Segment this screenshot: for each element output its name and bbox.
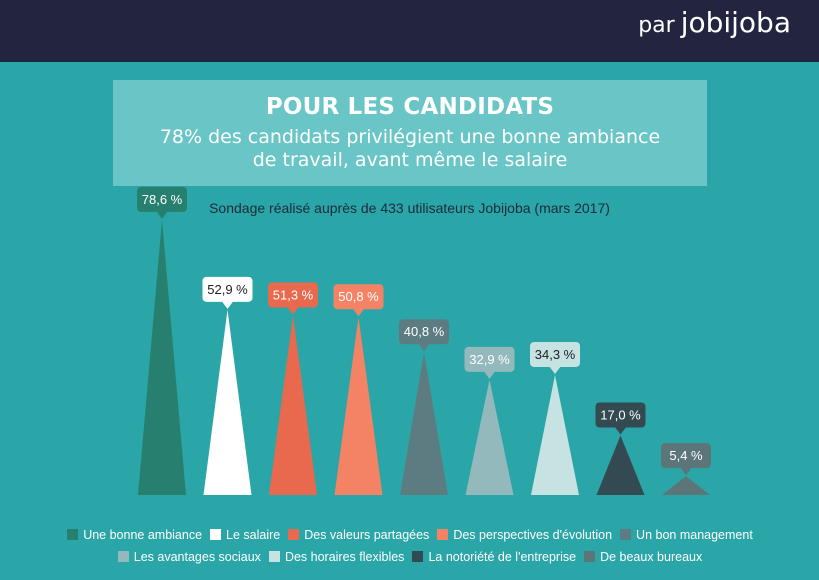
data-label: 17,0 %: [595, 402, 646, 435]
data-label: 32,9 %: [464, 346, 515, 379]
brand: par jobijoba: [638, 8, 791, 41]
chart-bar: [269, 315, 317, 495]
data-label: 34,3 %: [530, 341, 580, 374]
legend-swatch: [288, 529, 300, 540]
legend-label: Le salaire: [226, 528, 281, 542]
legend-swatch: [620, 529, 632, 540]
chart-bar: [531, 374, 579, 495]
data-label: 40,8 %: [399, 319, 449, 352]
data-label: 78,6 %: [137, 186, 187, 219]
data-label-text: 34,3 %: [535, 347, 576, 362]
brand-prefix: par: [638, 13, 675, 38]
top-bar: par jobijoba: [0, 0, 819, 62]
data-label: 5,4 %: [661, 443, 711, 476]
headline-subtitle: 78% des candidats privilégient une bonne…: [159, 126, 661, 171]
chart-bar: [138, 219, 186, 495]
data-label-text: 78,6 %: [142, 192, 183, 207]
legend-item: Le salaire: [210, 524, 280, 546]
legend-label: Un bon management: [636, 528, 753, 542]
legend-label: De beaux bureaux: [600, 550, 703, 564]
chart-bar: [334, 317, 383, 495]
data-label-text: 50,8 %: [338, 289, 379, 304]
legend-label: La notoriété de l'entreprise: [428, 550, 577, 564]
chart-bar: [465, 379, 514, 495]
legend-label: Des horaires flexibles: [284, 550, 405, 564]
legend-swatch: [268, 551, 280, 562]
legend-swatch: [437, 529, 449, 540]
legend-label: Des valeurs partagées: [304, 528, 430, 542]
chart-legend: Une bonne ambiance Le salaire Des valeurs …: [40, 524, 780, 568]
data-label: 51,3 %: [268, 282, 318, 315]
chart-bar: [203, 309, 252, 495]
legend-item: De beaux bureaux: [584, 546, 702, 568]
brand-logo: jobijoba: [680, 6, 791, 39]
legend-item: Des valeurs partagées: [288, 524, 429, 546]
data-label-text: 32,9 %: [469, 352, 510, 367]
legend-swatch: [67, 529, 79, 540]
chart-bar: [662, 476, 710, 495]
legend-item: Une bonne ambiance: [67, 524, 202, 546]
data-label-text: 5,4 %: [669, 448, 703, 463]
legend-item: Des perspectives d'évolution: [437, 524, 612, 546]
headline-box: POUR LES CANDIDATS 78% des candidats pri…: [113, 80, 707, 186]
survey-note: Sondage réalisé auprès de 433 utilisateu…: [209, 200, 610, 216]
data-label: 50,8 %: [333, 284, 384, 317]
legend-swatch: [584, 551, 596, 562]
legend-label: Les avantages sociaux: [133, 550, 261, 564]
data-label-text: 17,0 %: [600, 408, 641, 423]
legend-swatch: [117, 551, 129, 562]
legend-swatch: [412, 551, 424, 562]
data-label-text: 52,9 %: [207, 282, 248, 297]
headline-title: POUR LES CANDIDATS: [265, 94, 555, 120]
legend-label: Une bonne ambiance: [83, 528, 203, 542]
chart: 78,6 % 52,9 % 51,3 % 50,8 % 40,8 % 32,9 % 34,3…: [137, 186, 711, 495]
legend-item: La notoriété de l'entreprise: [412, 546, 576, 568]
legend-swatch: [210, 529, 222, 540]
chart-bar: [400, 352, 448, 495]
legend-item: Les avantages sociaux: [117, 546, 261, 568]
legend-label: Des perspectives d'évolution: [453, 528, 613, 542]
legend-item: Un bon management: [620, 524, 753, 546]
data-label: 52,9 %: [202, 276, 253, 309]
data-label-text: 51,3 %: [273, 287, 314, 302]
legend-item: Des horaires flexibles: [268, 546, 405, 568]
data-label-text: 40,8 %: [404, 324, 445, 339]
chart-bar: [596, 435, 645, 495]
